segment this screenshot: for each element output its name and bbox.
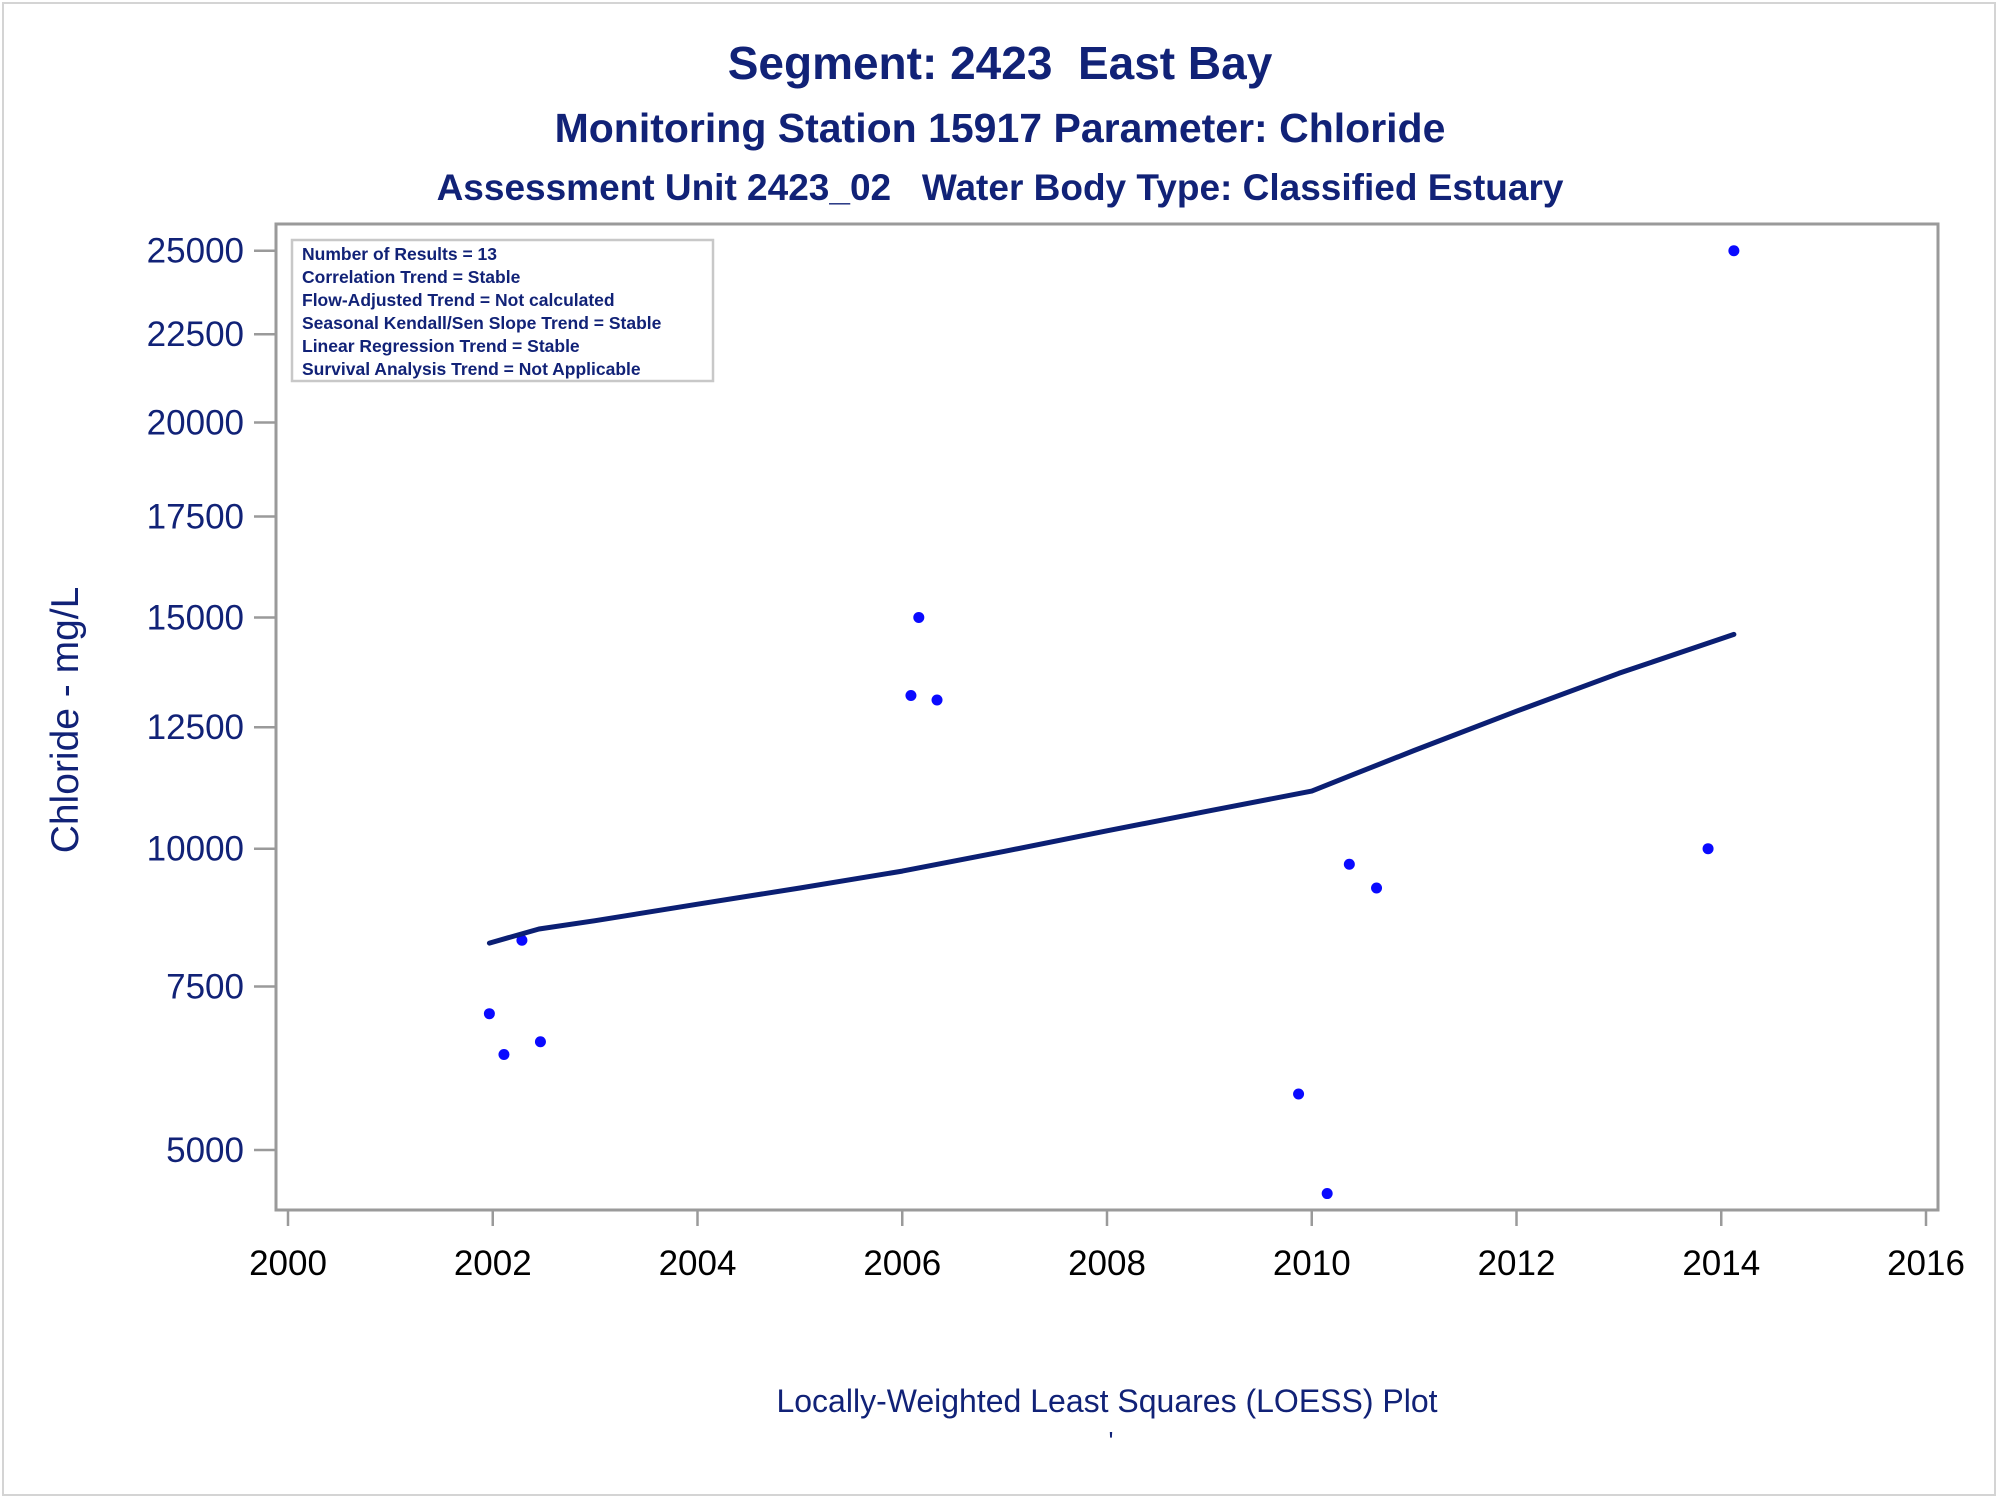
x-tick-label: 2006: [863, 1244, 941, 1283]
y-tick-label: 22500: [147, 315, 244, 354]
x-tick-label: 2004: [659, 1244, 737, 1283]
x-tick-label: 2000: [249, 1244, 327, 1283]
stats-line: Survival Analysis Trend = Not Applicable: [302, 359, 641, 379]
data-point: [1702, 843, 1714, 855]
x-tick-label: 2002: [454, 1244, 532, 1283]
data-point: [931, 694, 943, 706]
data-point: [913, 611, 925, 623]
x-axis: 2000 2002 2004 2006 2008 2010 2012 2014 2016: [249, 1210, 1965, 1283]
chart-subtitle-station: Monitoring Station 15917 Parameter: Chlo…: [554, 105, 1446, 151]
data-point: [1371, 882, 1383, 894]
y-tick-label: 12500: [147, 708, 244, 747]
data-point: [1343, 858, 1355, 870]
stats-line: Number of Results = 13: [302, 244, 497, 264]
data-point: [905, 689, 917, 701]
x-tick-label: 2016: [1887, 1244, 1965, 1283]
data-point: [516, 934, 528, 946]
data-point: [483, 1008, 495, 1020]
data-point: [534, 1036, 546, 1048]
x-tick-label: 2008: [1068, 1244, 1146, 1283]
stats-box-border: [290, 238, 715, 383]
x-tick-label: 2010: [1273, 1244, 1351, 1283]
y-tick-label: 25000: [147, 232, 244, 271]
stats-line: Correlation Trend = Stable: [302, 267, 521, 287]
y-axis-label: Chloride - mg/L: [44, 587, 87, 854]
x-tick-label: 2012: [1478, 1244, 1556, 1283]
chart-subtitle-assessment: Assessment Unit 2423_02 Water Body Type:…: [436, 167, 1564, 208]
data-point: [498, 1048, 510, 1060]
stats-box: Number of Results = 13 Correlation Trend…: [290, 238, 715, 383]
title-block: Segment: 2423 East Bay Monitoring Statio…: [0, 36, 2000, 206]
data-point: [1728, 245, 1740, 257]
y-tick-label: 15000: [147, 598, 244, 637]
footnote: Locally-Weighted Least Squares (LOESS) P…: [776, 1383, 1437, 1419]
x-tick-label: 2014: [1682, 1244, 1760, 1283]
y-tick-label: 10000: [147, 830, 244, 869]
footnote-mark: ': [1109, 1426, 1114, 1456]
chart-title: Segment: 2423 East Bay: [727, 37, 1273, 89]
y-tick-label: 17500: [147, 497, 244, 536]
stats-line: Linear Regression Trend = Stable: [302, 336, 580, 356]
y-tick-label: 20000: [147, 403, 244, 442]
y-tick-label: 5000: [166, 1131, 244, 1170]
loess-line: [486, 631, 1737, 946]
y-tick-label: 7500: [166, 968, 244, 1007]
stats-line: Seasonal Kendall/Sen Slope Trend = Stabl…: [302, 313, 662, 333]
y-axis: 5000 7500 10000 12500 15000 17500 20000 22500 25…: [147, 232, 276, 1170]
data-point: [1293, 1088, 1305, 1100]
stats-line: Flow-Adjusted Trend = Not calculated: [302, 290, 615, 310]
series-layer: [483, 245, 1740, 1200]
data-point: [1321, 1188, 1333, 1200]
